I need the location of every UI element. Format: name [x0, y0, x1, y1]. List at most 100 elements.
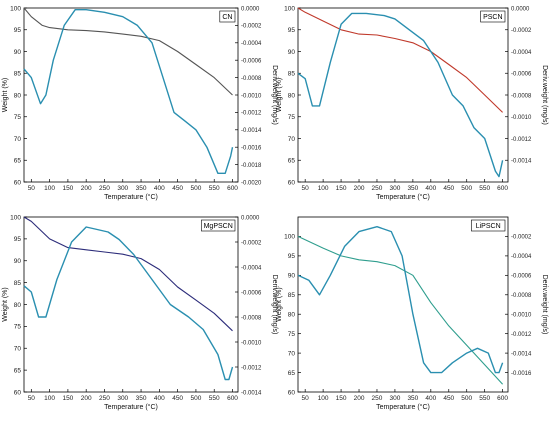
y2-tick-label: -0.0006 [241, 59, 262, 65]
x-tick-label: 450 [172, 395, 183, 402]
x-tick-label: 450 [443, 395, 454, 402]
x-tick-label: 250 [99, 185, 110, 192]
y-tick-label: 75 [288, 331, 296, 338]
x-tick-label: 400 [425, 185, 436, 192]
y2-tick-label: -0.0006 [511, 72, 532, 78]
y2-tick-label: -0.0008 [511, 293, 532, 299]
chart-panel-mgpscn: 50 100 150 200 250 300 350 400 450 500 550 600 60 65 7… [2, 214, 278, 411]
y-tick-label: 85 [288, 292, 296, 299]
y2-tick-label: -0.0002 [511, 235, 532, 241]
y2-tick-label: -0.0004 [241, 265, 262, 271]
legend-box [201, 219, 236, 232]
legend-label: LiPSCN [476, 223, 501, 230]
x-tick-label: 350 [407, 185, 418, 192]
y2-tick-label: -0.0010 [241, 340, 262, 346]
y-tick-label: 95 [14, 27, 22, 34]
weight-curve [297, 7, 503, 113]
y2-tick-label: -0.0008 [241, 315, 262, 321]
y-tick-label: 80 [14, 92, 22, 99]
plot-frame [23, 216, 239, 393]
x-tick-label: 400 [425, 395, 436, 402]
x-tick-label: 150 [62, 395, 73, 402]
y-tick-label: 80 [288, 92, 296, 99]
y-axis-label: Weight (%) [2, 78, 9, 113]
x-axis-label: Temperature (°C) [104, 193, 158, 201]
y2-tick-label: -0.0006 [511, 274, 532, 280]
x-tick-label: 300 [389, 395, 400, 402]
legend-label: MgPSCN [204, 223, 233, 230]
chart-panel-lipscn: 50 100 150 200 250 300 350 400 450 500 550 600 60 65 7… [276, 216, 548, 411]
x-tick-label: 100 [44, 395, 55, 402]
y-tick-label: 85 [14, 280, 22, 287]
x-tick-label: 200 [354, 185, 365, 192]
x-tick-label: 150 [62, 185, 73, 192]
x-axis-label: Temperature (°C) [376, 403, 430, 411]
y2-tick-label: -0.0002 [241, 240, 262, 246]
y2-tick-label: -0.0010 [241, 93, 262, 99]
x-tick-label: 400 [154, 185, 165, 192]
y-tick-label: 90 [288, 49, 296, 56]
y-tick-label: 100 [10, 5, 21, 12]
weight-curve [297, 235, 504, 385]
x-tick-label: 100 [44, 185, 55, 192]
y2-tick-label: -0.0014 [241, 128, 262, 134]
y-tick-label: 65 [14, 367, 22, 374]
deriv-weight-curve [23, 226, 234, 381]
y2-tick-label: -0.0010 [511, 313, 532, 319]
y2-tick-label: -0.0012 [241, 111, 262, 117]
y2-tick-label: -0.0014 [511, 351, 532, 357]
x-tick-label: 200 [81, 395, 92, 402]
y-tick-label: 75 [14, 114, 22, 121]
y2-tick-label: -0.0012 [241, 365, 262, 371]
x-tick-label: 100 [318, 395, 329, 402]
y-axis-label: Weight (%) [276, 287, 283, 322]
x-tick-label: 500 [461, 185, 472, 192]
y-tick-label: 80 [14, 302, 22, 309]
y2-axis-label: Deriv.weight (mg/s) [271, 275, 278, 335]
y2-tick-label: -0.0002 [511, 28, 532, 34]
legend-box [219, 10, 236, 23]
y-tick-label: 90 [288, 273, 296, 280]
y2-tick-label: -0.0004 [511, 254, 532, 260]
y-axis-label: Weight (%) [276, 78, 283, 113]
y-tick-label: 100 [284, 5, 295, 12]
x-tick-label: 300 [389, 185, 400, 192]
x-tick-label: 50 [302, 395, 310, 402]
y-tick-label: 85 [14, 71, 22, 78]
x-tick-label: 350 [136, 185, 147, 192]
y-tick-label: 60 [288, 389, 296, 396]
y2-tick-label: -0.0020 [241, 180, 262, 186]
y2-tick-label: -0.0002 [241, 24, 262, 30]
x-tick-label: 250 [372, 395, 383, 402]
y-tick-label: 70 [288, 350, 296, 357]
x-axis-label: Temperature (°C) [104, 403, 158, 411]
y-tick-label: 60 [14, 389, 22, 396]
y2-axis-label: Deriv.weight (mg/s) [541, 275, 548, 335]
y2-tick-label: -0.0010 [511, 115, 532, 121]
legend-label: PSCN [483, 14, 502, 21]
y2-tick-label: -0.0012 [511, 137, 532, 143]
y2-tick-label: -0.0014 [511, 159, 532, 165]
y-tick-label: 65 [288, 158, 296, 165]
y-tick-label: 65 [288, 370, 296, 377]
y2-tick-label: -0.0016 [241, 146, 262, 152]
x-tick-label: 600 [227, 185, 238, 192]
y-tick-label: 100 [284, 234, 295, 241]
x-tick-label: 600 [497, 185, 508, 192]
x-tick-label: 550 [479, 395, 490, 402]
y2-tick-label: 0.0000 [511, 6, 530, 12]
legend-box [471, 219, 506, 232]
y2-tick-label: -0.0012 [511, 332, 532, 338]
deriv-weight-curve [297, 225, 504, 374]
legend-box [480, 10, 506, 23]
x-tick-label: 550 [209, 395, 220, 402]
y-tick-label: 95 [14, 236, 22, 243]
x-tick-label: 550 [209, 185, 220, 192]
y2-tick-label: -0.0018 [241, 163, 262, 169]
y-tick-label: 90 [14, 258, 22, 265]
y2-tick-label: 0.0000 [241, 215, 260, 221]
y-tick-label: 60 [288, 179, 296, 186]
y-tick-label: 75 [288, 114, 296, 121]
x-tick-label: 550 [479, 185, 490, 192]
